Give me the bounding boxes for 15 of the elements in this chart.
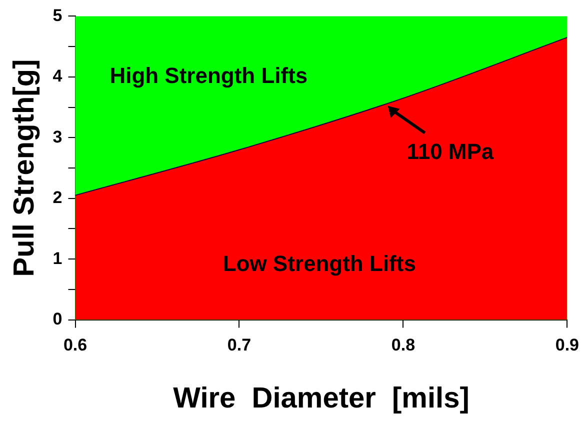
y-tick-label: 0	[52, 309, 62, 328]
y-tick-label: 4	[52, 66, 63, 86]
x-tick-label: 0.6	[63, 336, 88, 355]
annotation: High Strength Lifts	[110, 62, 308, 88]
x-axis-title: Wire Diameter [mils]	[173, 382, 470, 415]
annotation: Low Strength Lifts	[222, 251, 416, 276]
y-tick-label: 5	[52, 6, 62, 25]
annotation: 110 MPa	[406, 138, 494, 164]
y-tick-label: 3	[52, 127, 62, 146]
x-tick-label: 0.9	[555, 336, 580, 355]
x-tick-label: 0.7	[227, 336, 252, 355]
y-tick-label: 2	[52, 188, 62, 208]
y-tick-label: 1	[52, 248, 62, 268]
x-tick-label: 0.8	[391, 336, 416, 355]
y-axis-title: Pull Strength[g]	[8, 59, 40, 277]
